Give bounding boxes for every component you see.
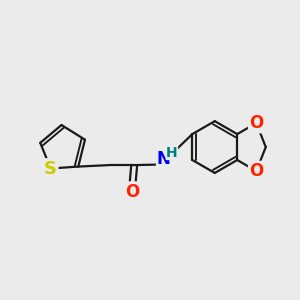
Text: O: O [249,114,263,132]
Text: O: O [125,183,139,201]
Text: O: O [249,162,263,180]
Text: N: N [157,150,171,168]
Text: H: H [166,146,178,160]
Text: S: S [44,160,57,178]
